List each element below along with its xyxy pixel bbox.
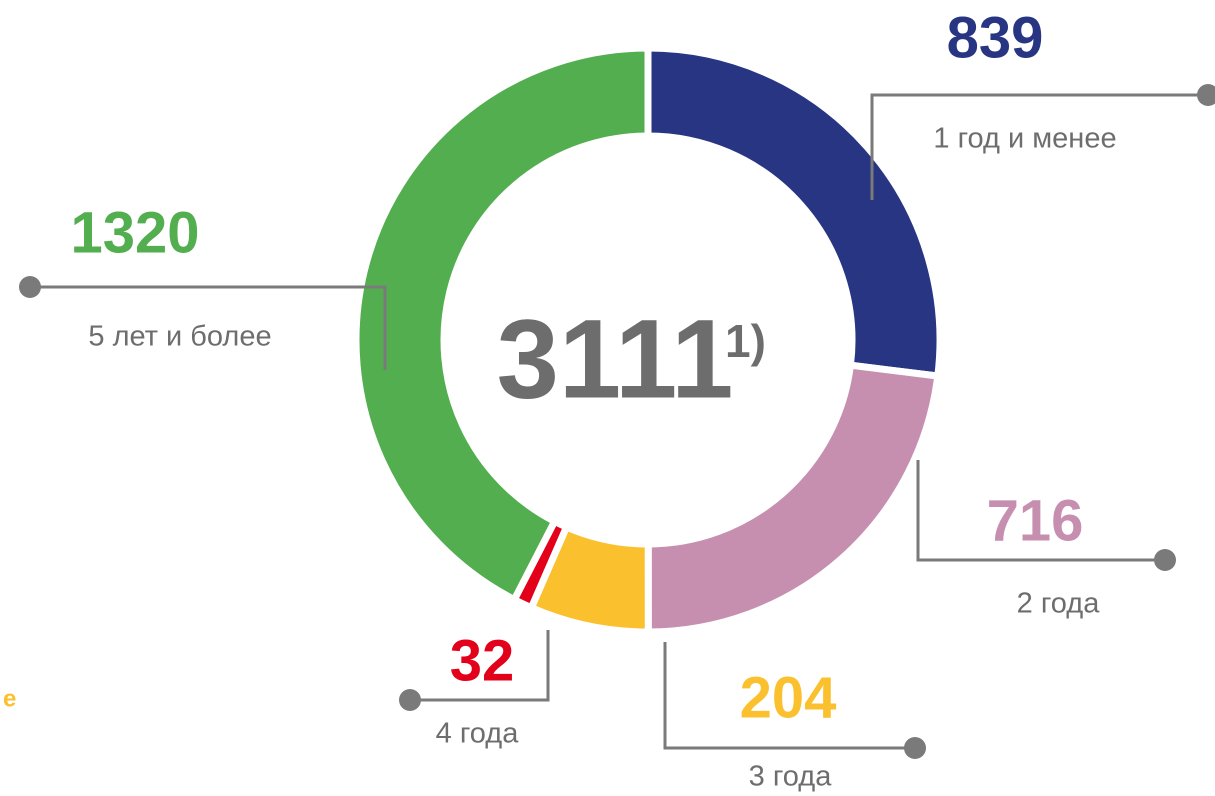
- leader-line: [916, 460, 1165, 562]
- leader-line: [870, 93, 1208, 200]
- leader-dot: [904, 737, 926, 759]
- leader-dot: [399, 689, 421, 711]
- value-label: 716: [987, 488, 1084, 553]
- leader-line: [663, 642, 915, 750]
- category-label: 2 года: [1017, 588, 1101, 620]
- leader-line: [30, 285, 387, 370]
- category-label: 5 лет и более: [88, 321, 271, 353]
- total: 3111: [497, 297, 734, 422]
- category-label: 4 года: [436, 718, 520, 750]
- donut-segment: [352, 44, 652, 605]
- leader-dot: [19, 276, 41, 298]
- category-label: 1 год и менее: [933, 123, 1116, 155]
- value-label: 32: [450, 628, 515, 693]
- leader-line: [410, 630, 550, 702]
- total-note: 1): [725, 315, 766, 367]
- value-label: 1320: [70, 200, 199, 265]
- donut-segment: [644, 44, 944, 380]
- value-label: 204: [740, 665, 837, 730]
- cropped-text: е: [3, 685, 16, 712]
- leader-dot: [1154, 549, 1176, 571]
- leader-dot: [1197, 84, 1215, 106]
- category-label: 3 года: [749, 761, 833, 793]
- value-label: 839: [947, 5, 1044, 70]
- donut-segment: [644, 361, 942, 636]
